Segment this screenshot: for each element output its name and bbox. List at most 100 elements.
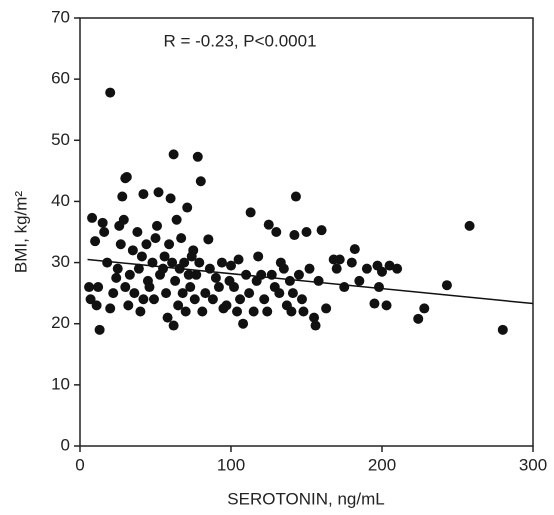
data-point bbox=[210, 272, 221, 283]
data-point bbox=[278, 263, 289, 274]
data-point bbox=[328, 254, 339, 265]
data-point bbox=[191, 269, 202, 280]
data-point bbox=[221, 300, 232, 311]
data-point bbox=[91, 300, 102, 311]
data-point bbox=[263, 219, 274, 230]
data-point bbox=[141, 239, 152, 250]
data-point bbox=[284, 275, 295, 286]
data-point bbox=[253, 251, 264, 262]
data-point bbox=[97, 217, 108, 228]
data-point bbox=[108, 288, 119, 299]
x-tick-label: 200 bbox=[368, 455, 396, 474]
y-tick-label: 50 bbox=[51, 130, 70, 149]
data-point bbox=[192, 151, 203, 162]
data-point bbox=[120, 282, 131, 293]
data-point bbox=[93, 282, 104, 293]
data-point bbox=[200, 288, 211, 299]
data-point bbox=[213, 282, 224, 293]
data-point bbox=[321, 303, 332, 314]
data-point bbox=[232, 306, 243, 317]
data-point bbox=[152, 220, 163, 231]
data-point bbox=[245, 207, 256, 218]
data-point bbox=[293, 269, 304, 280]
annotation: R = -0.23, P<0.0001 bbox=[163, 31, 316, 50]
data-point bbox=[121, 171, 132, 182]
data-point bbox=[339, 282, 350, 293]
data-point bbox=[165, 193, 176, 204]
data-point bbox=[170, 275, 181, 286]
y-tick-label: 60 bbox=[51, 69, 70, 88]
plot-frame bbox=[79, 17, 534, 447]
data-point bbox=[94, 324, 105, 335]
data-point bbox=[177, 288, 188, 299]
data-point bbox=[195, 176, 206, 187]
data-point bbox=[289, 230, 300, 241]
data-point bbox=[179, 257, 190, 268]
data-point bbox=[313, 275, 324, 286]
data-point bbox=[112, 263, 123, 274]
data-point bbox=[441, 280, 452, 291]
data-point bbox=[310, 320, 321, 331]
y-axis-label: BMI, kg/m² bbox=[11, 191, 30, 274]
data-point bbox=[464, 220, 475, 231]
data-point bbox=[164, 239, 175, 250]
data-point bbox=[233, 254, 244, 265]
x-tick-label: 0 bbox=[75, 455, 84, 474]
data-point bbox=[384, 260, 395, 271]
data-point bbox=[173, 300, 184, 311]
data-point bbox=[194, 257, 205, 268]
data-point bbox=[372, 260, 383, 271]
data-point bbox=[197, 306, 208, 317]
data-point bbox=[135, 306, 146, 317]
data-point bbox=[216, 257, 227, 268]
data-point bbox=[207, 294, 218, 305]
data-point bbox=[84, 282, 95, 293]
y-tick-label: 20 bbox=[51, 313, 70, 332]
data-point bbox=[256, 269, 267, 280]
data-point bbox=[244, 288, 255, 299]
y-tick-label: 0 bbox=[61, 435, 70, 454]
data-point bbox=[105, 303, 116, 314]
data-point bbox=[413, 313, 424, 324]
data-point bbox=[186, 251, 197, 262]
data-point bbox=[168, 149, 179, 160]
data-point bbox=[138, 294, 149, 305]
data-point bbox=[102, 257, 113, 268]
data-point bbox=[419, 303, 430, 314]
data-point bbox=[262, 306, 273, 317]
y-tick-label: 40 bbox=[51, 191, 70, 210]
data-point bbox=[85, 294, 96, 305]
data-point bbox=[123, 300, 134, 311]
data-point bbox=[224, 275, 235, 286]
data-point bbox=[189, 294, 200, 305]
y-tick-label: 30 bbox=[51, 252, 70, 271]
data-point bbox=[316, 225, 327, 236]
data-point bbox=[346, 257, 357, 268]
data-point bbox=[111, 272, 122, 283]
data-point bbox=[381, 300, 392, 311]
data-point bbox=[167, 257, 178, 268]
data-point bbox=[136, 251, 147, 262]
data-point bbox=[361, 263, 372, 274]
data-point bbox=[117, 191, 128, 202]
data-point bbox=[497, 324, 508, 335]
data-point bbox=[127, 245, 138, 256]
data-point bbox=[171, 214, 182, 225]
data-point bbox=[248, 306, 259, 317]
data-point bbox=[183, 269, 194, 280]
data-point bbox=[290, 191, 301, 202]
data-point bbox=[309, 312, 320, 323]
data-point bbox=[115, 239, 126, 250]
data-point bbox=[281, 300, 292, 311]
data-point bbox=[176, 233, 187, 244]
data-point bbox=[105, 87, 116, 98]
data-point bbox=[373, 282, 384, 293]
data-point bbox=[132, 227, 143, 237]
data-point bbox=[235, 294, 246, 305]
data-point bbox=[392, 263, 403, 274]
data-point bbox=[369, 298, 380, 309]
data-point bbox=[150, 233, 161, 244]
data-point bbox=[287, 288, 298, 299]
data-point bbox=[259, 294, 270, 305]
